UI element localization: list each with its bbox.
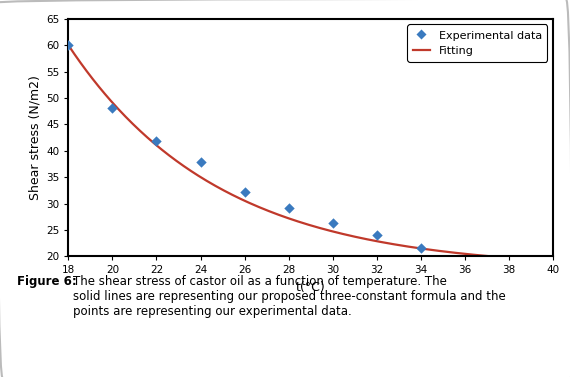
Legend: Experimental data, Fitting: Experimental data, Fitting — [408, 25, 547, 61]
X-axis label: t(°C): t(°C) — [296, 281, 325, 294]
Point — [240, 189, 249, 195]
Point — [108, 104, 117, 110]
Point — [196, 159, 205, 166]
Point — [284, 205, 293, 211]
Point — [328, 220, 337, 226]
Y-axis label: Shear stress (N/m2): Shear stress (N/m2) — [29, 75, 42, 200]
Text: The shear stress of castor oil as a function of temperature. The
solid lines are: The shear stress of castor oil as a func… — [73, 275, 506, 318]
Point — [64, 42, 73, 48]
Point — [152, 138, 161, 144]
Point — [416, 245, 425, 251]
Text: Figure 6:: Figure 6: — [17, 275, 77, 288]
Point — [372, 232, 381, 238]
